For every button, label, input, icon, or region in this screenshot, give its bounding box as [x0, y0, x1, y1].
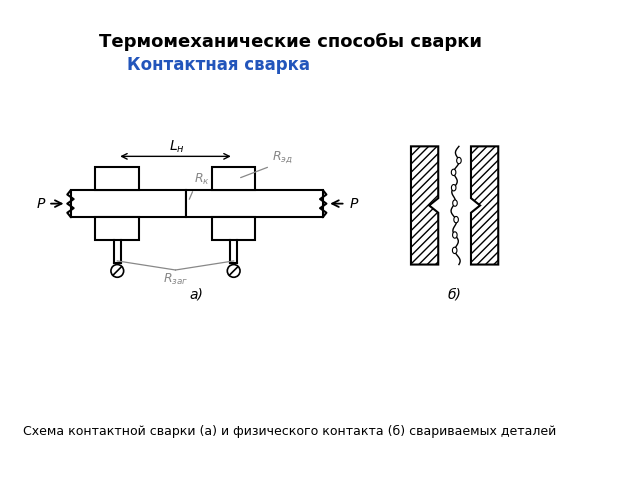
Bar — [71, 190, 186, 217]
Polygon shape — [411, 146, 438, 264]
Ellipse shape — [452, 200, 457, 206]
Bar — [212, 217, 255, 240]
Text: $R_{заг}$: $R_{заг}$ — [163, 272, 188, 287]
Text: б): б) — [447, 287, 461, 301]
Bar — [186, 190, 323, 217]
Ellipse shape — [452, 232, 457, 238]
Ellipse shape — [451, 184, 456, 191]
Ellipse shape — [451, 169, 456, 176]
Text: Термомеханические способы сварки: Термомеханические способы сварки — [99, 33, 483, 51]
Ellipse shape — [452, 247, 457, 253]
Text: P: P — [36, 197, 45, 211]
Polygon shape — [471, 146, 499, 264]
Text: P: P — [349, 197, 358, 211]
Text: $R_к$: $R_к$ — [194, 172, 209, 187]
Text: $L_н$: $L_н$ — [170, 138, 185, 155]
Bar — [95, 217, 139, 240]
Text: а): а) — [190, 287, 204, 301]
Ellipse shape — [457, 157, 461, 164]
Text: Контактная сварка: Контактная сварка — [127, 56, 310, 74]
Text: Схема контактной сварки (а) и физического контакта (б) свариваемых деталей: Схема контактной сварки (а) и физическог… — [23, 425, 556, 438]
Ellipse shape — [454, 216, 458, 223]
Bar — [212, 167, 255, 190]
Bar — [95, 167, 139, 190]
Text: $R_{эд}$: $R_{эд}$ — [272, 149, 293, 165]
